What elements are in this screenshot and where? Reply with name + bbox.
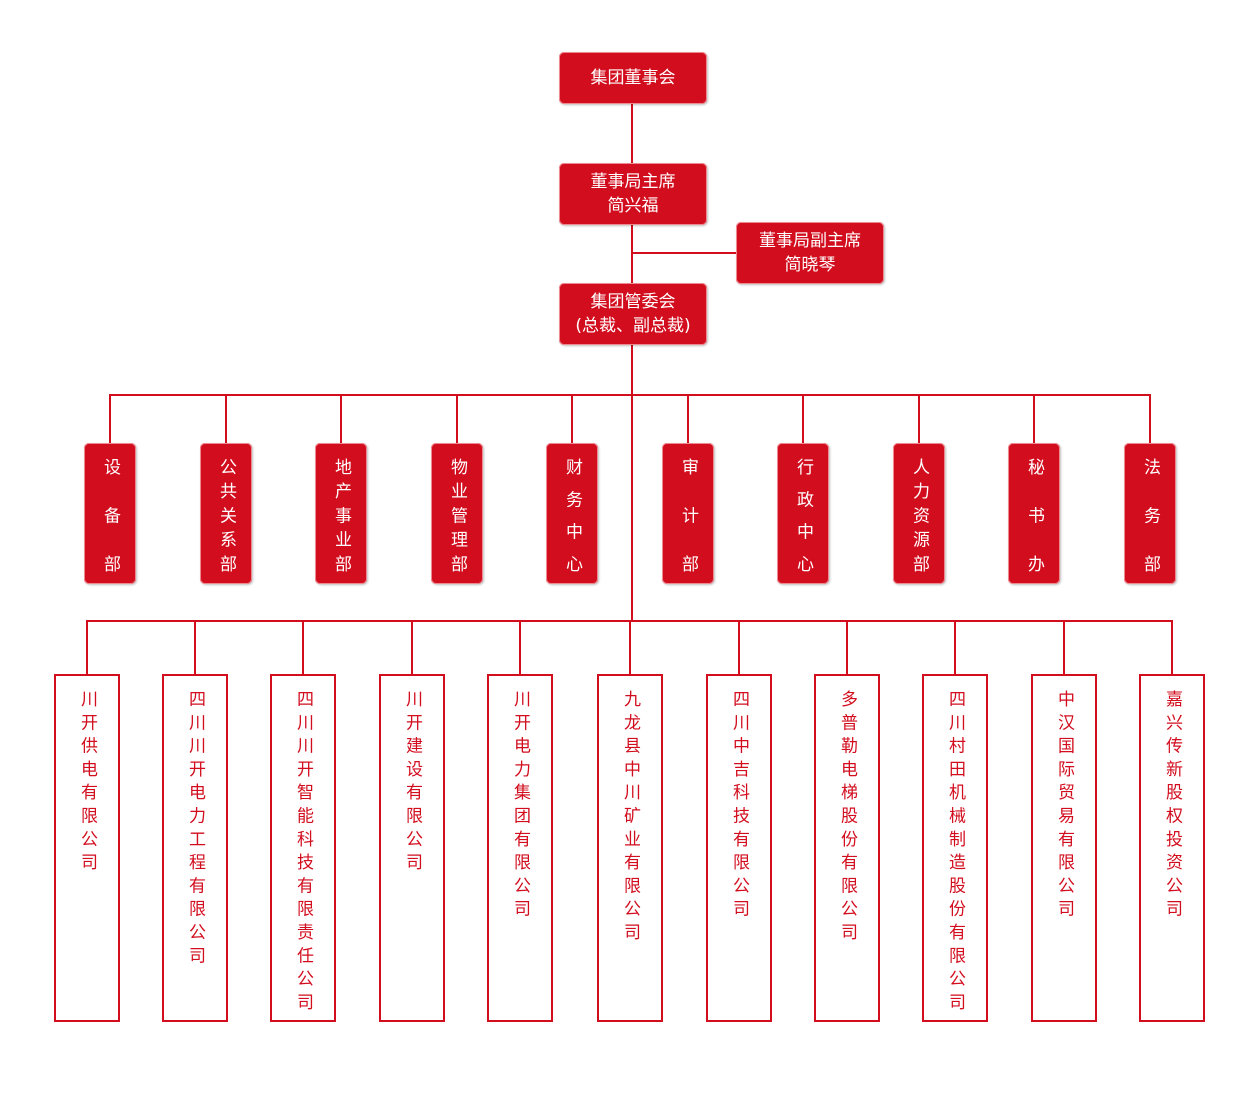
company-label: 九龙县中川矿业有限公司 <box>620 690 640 947</box>
department-label: 财务中心 <box>562 458 582 572</box>
connector-department-stem <box>225 395 227 443</box>
subsidiary-company-box[interactable]: 四川川开智能科技有限责任公司 <box>270 674 336 1022</box>
connector-department-stem <box>1033 395 1035 443</box>
connector-company-stem <box>954 621 956 674</box>
department-label: 法务部 <box>1140 458 1160 572</box>
connector-department-stem <box>456 395 458 443</box>
company-label: 多普勒电梯股份有限公司 <box>837 690 857 947</box>
chairman-box[interactable]: 董事局主席 简兴福 <box>559 163 707 225</box>
board-title: 集团董事会 <box>590 68 676 88</box>
subsidiary-company-box[interactable]: 四川村田机械制造股份有限公司 <box>922 674 988 1022</box>
company-label: 川开建设有限公司 <box>402 690 422 877</box>
department-box[interactable]: 财务中心 <box>546 443 598 584</box>
department-box[interactable]: 法务部 <box>1124 443 1176 584</box>
management-committee-box[interactable]: 集团管委会 (总裁、副总裁) <box>559 283 707 345</box>
department-box[interactable]: 秘书办 <box>1008 443 1060 584</box>
committee-subtitle: (总裁、副总裁) <box>575 316 691 336</box>
department-label: 秘书办 <box>1024 458 1044 572</box>
connector-company-stem <box>1063 621 1065 674</box>
department-label: 人力资源部 <box>909 458 929 572</box>
chairman-title: 董事局主席 <box>590 172 676 192</box>
vice-chairman-title: 董事局副主席 <box>759 231 861 251</box>
company-label: 嘉兴传新股权投资公司 <box>1162 690 1182 923</box>
connector-company-stem <box>1171 621 1173 674</box>
department-label: 物业管理部 <box>447 458 467 572</box>
vice-chairman-box[interactable]: 董事局副主席 简晓琴 <box>736 222 884 284</box>
department-box[interactable]: 行政中心 <box>777 443 829 584</box>
company-label: 中汉国际贸易有限公司 <box>1054 690 1074 923</box>
connector-department-stem <box>109 395 111 443</box>
subsidiary-company-box[interactable]: 川开供电有限公司 <box>54 674 120 1022</box>
department-label: 审计部 <box>678 458 698 572</box>
subsidiary-company-box[interactable]: 川开电力集团有限公司 <box>487 674 553 1022</box>
connector-company-stem <box>194 621 196 674</box>
subsidiary-company-box[interactable]: 九龙县中川矿业有限公司 <box>597 674 663 1022</box>
subsidiary-company-box[interactable]: 四川中吉科技有限公司 <box>706 674 772 1022</box>
vice-chairman-name: 简晓琴 <box>784 255 836 275</box>
company-label: 川开供电有限公司 <box>77 690 97 877</box>
connector-departments-bar <box>109 394 1151 396</box>
company-label: 四川川开电力工程有限公司 <box>185 690 205 970</box>
connector-company-stem <box>302 621 304 674</box>
connector-department-stem <box>918 395 920 443</box>
committee-title: 集团管委会 <box>590 292 676 312</box>
company-label: 四川川开智能科技有限责任公司 <box>293 690 313 1017</box>
department-box[interactable]: 审计部 <box>662 443 714 584</box>
department-box[interactable]: 设备部 <box>84 443 136 584</box>
subsidiary-company-box[interactable]: 四川川开电力工程有限公司 <box>162 674 228 1022</box>
connector-company-stem <box>738 621 740 674</box>
chairman-name: 简兴福 <box>607 196 659 216</box>
connector-company-stem <box>519 621 521 674</box>
company-label: 川开电力集团有限公司 <box>510 690 530 923</box>
department-box[interactable]: 地产事业部 <box>315 443 367 584</box>
subsidiary-company-box[interactable]: 川开建设有限公司 <box>379 674 445 1022</box>
connector-company-stem <box>629 621 631 674</box>
company-label: 四川中吉科技有限公司 <box>729 690 749 923</box>
connector-department-stem <box>340 395 342 443</box>
department-label: 设备部 <box>100 458 120 572</box>
connector-department-stem <box>571 395 573 443</box>
subsidiary-company-box[interactable]: 多普勒电梯股份有限公司 <box>814 674 880 1022</box>
subsidiary-company-box[interactable]: 嘉兴传新股权投资公司 <box>1139 674 1205 1022</box>
department-box[interactable]: 物业管理部 <box>431 443 483 584</box>
connector-main-trunk <box>631 104 633 621</box>
connector-department-stem <box>802 395 804 443</box>
connector-company-stem <box>411 621 413 674</box>
department-label: 公共关系部 <box>216 458 236 572</box>
connector-department-stem <box>687 395 689 443</box>
connector-company-stem <box>86 621 88 674</box>
connector-company-stem <box>846 621 848 674</box>
connector-department-stem <box>1149 395 1151 443</box>
board-of-directors-box[interactable]: 集团董事会 <box>559 52 707 104</box>
department-label: 地产事业部 <box>331 458 351 572</box>
department-label: 行政中心 <box>793 458 813 572</box>
subsidiary-company-box[interactable]: 中汉国际贸易有限公司 <box>1031 674 1097 1022</box>
department-box[interactable]: 公共关系部 <box>200 443 252 584</box>
connector-vice-chairman <box>632 252 736 254</box>
department-box[interactable]: 人力资源部 <box>893 443 945 584</box>
company-label: 四川村田机械制造股份有限公司 <box>945 690 965 1017</box>
